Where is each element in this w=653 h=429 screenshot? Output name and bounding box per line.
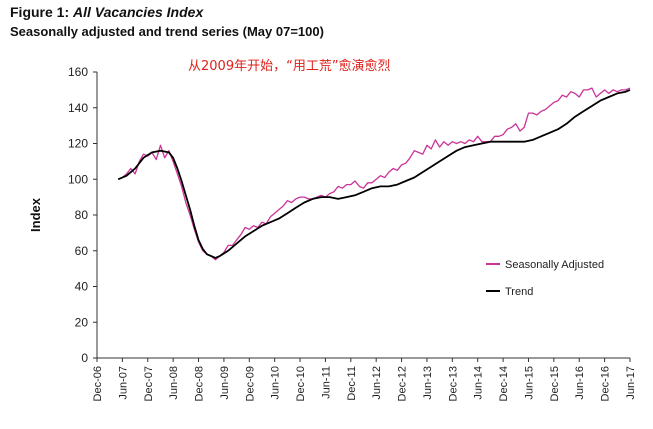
x-tick-label: Jun-07 [117, 366, 129, 400]
x-tick-label: Jun-14 [473, 366, 485, 400]
x-tick-label: Jun-08 [168, 366, 180, 400]
x-tick-label: Jun-16 [574, 366, 586, 400]
y-tick-label: 0 [81, 351, 88, 365]
x-tick-label: Dec-14 [498, 366, 510, 401]
x-tick-label: Jun-17 [625, 366, 637, 400]
figure-title-prefix: Figure 1: [10, 4, 74, 20]
y-tick-label: 40 [75, 280, 89, 294]
figure-title-italic: All Vacancies Index [73, 4, 204, 20]
x-tick-label: Dec-08 [194, 366, 206, 401]
x-tick-label: Jun-11 [320, 366, 332, 399]
y-tick-label: 120 [68, 137, 88, 151]
x-tick-label: Dec-15 [549, 366, 561, 401]
x-tick-label: Jun-13 [422, 366, 434, 400]
x-tick-label: Jun-10 [270, 366, 282, 400]
x-tick-label: Dec-06 [92, 366, 104, 401]
y-axis-label: Index [28, 197, 43, 232]
x-tick-label: Dec-11 [346, 366, 358, 401]
y-tick-label: 160 [68, 65, 88, 79]
legend-label: Trend [505, 286, 533, 298]
figure-subtitle: Seasonally adjusted and trend series (Ma… [10, 24, 324, 39]
x-tick-label: Jun-12 [371, 366, 383, 400]
y-tick-label: 140 [68, 101, 88, 115]
x-tick-label: Dec-12 [397, 366, 409, 401]
y-tick-label: 100 [68, 172, 88, 186]
x-tick-label: Jun-15 [523, 366, 535, 400]
x-tick-label: Dec-16 [600, 366, 612, 401]
chart-annotation: 从2009年开始，“用工荒”愈演愈烈 [188, 58, 391, 74]
series-line-seasonally-adjusted [117, 87, 631, 261]
x-tick-label: Dec-09 [244, 366, 256, 401]
x-tick-label: Dec-13 [447, 366, 459, 401]
legend-label: Seasonally Adjusted [505, 259, 604, 271]
y-tick-label: 20 [75, 315, 89, 329]
x-tick-label: Dec-07 [143, 366, 155, 401]
y-tick-label: 80 [75, 208, 89, 222]
figure-title: Figure 1: All Vacancies Index [10, 4, 203, 20]
x-tick-label: Jun-09 [219, 366, 231, 400]
x-tick-label: Dec-10 [295, 366, 307, 401]
series-line-trend [117, 89, 631, 259]
y-tick-label: 60 [75, 244, 89, 258]
